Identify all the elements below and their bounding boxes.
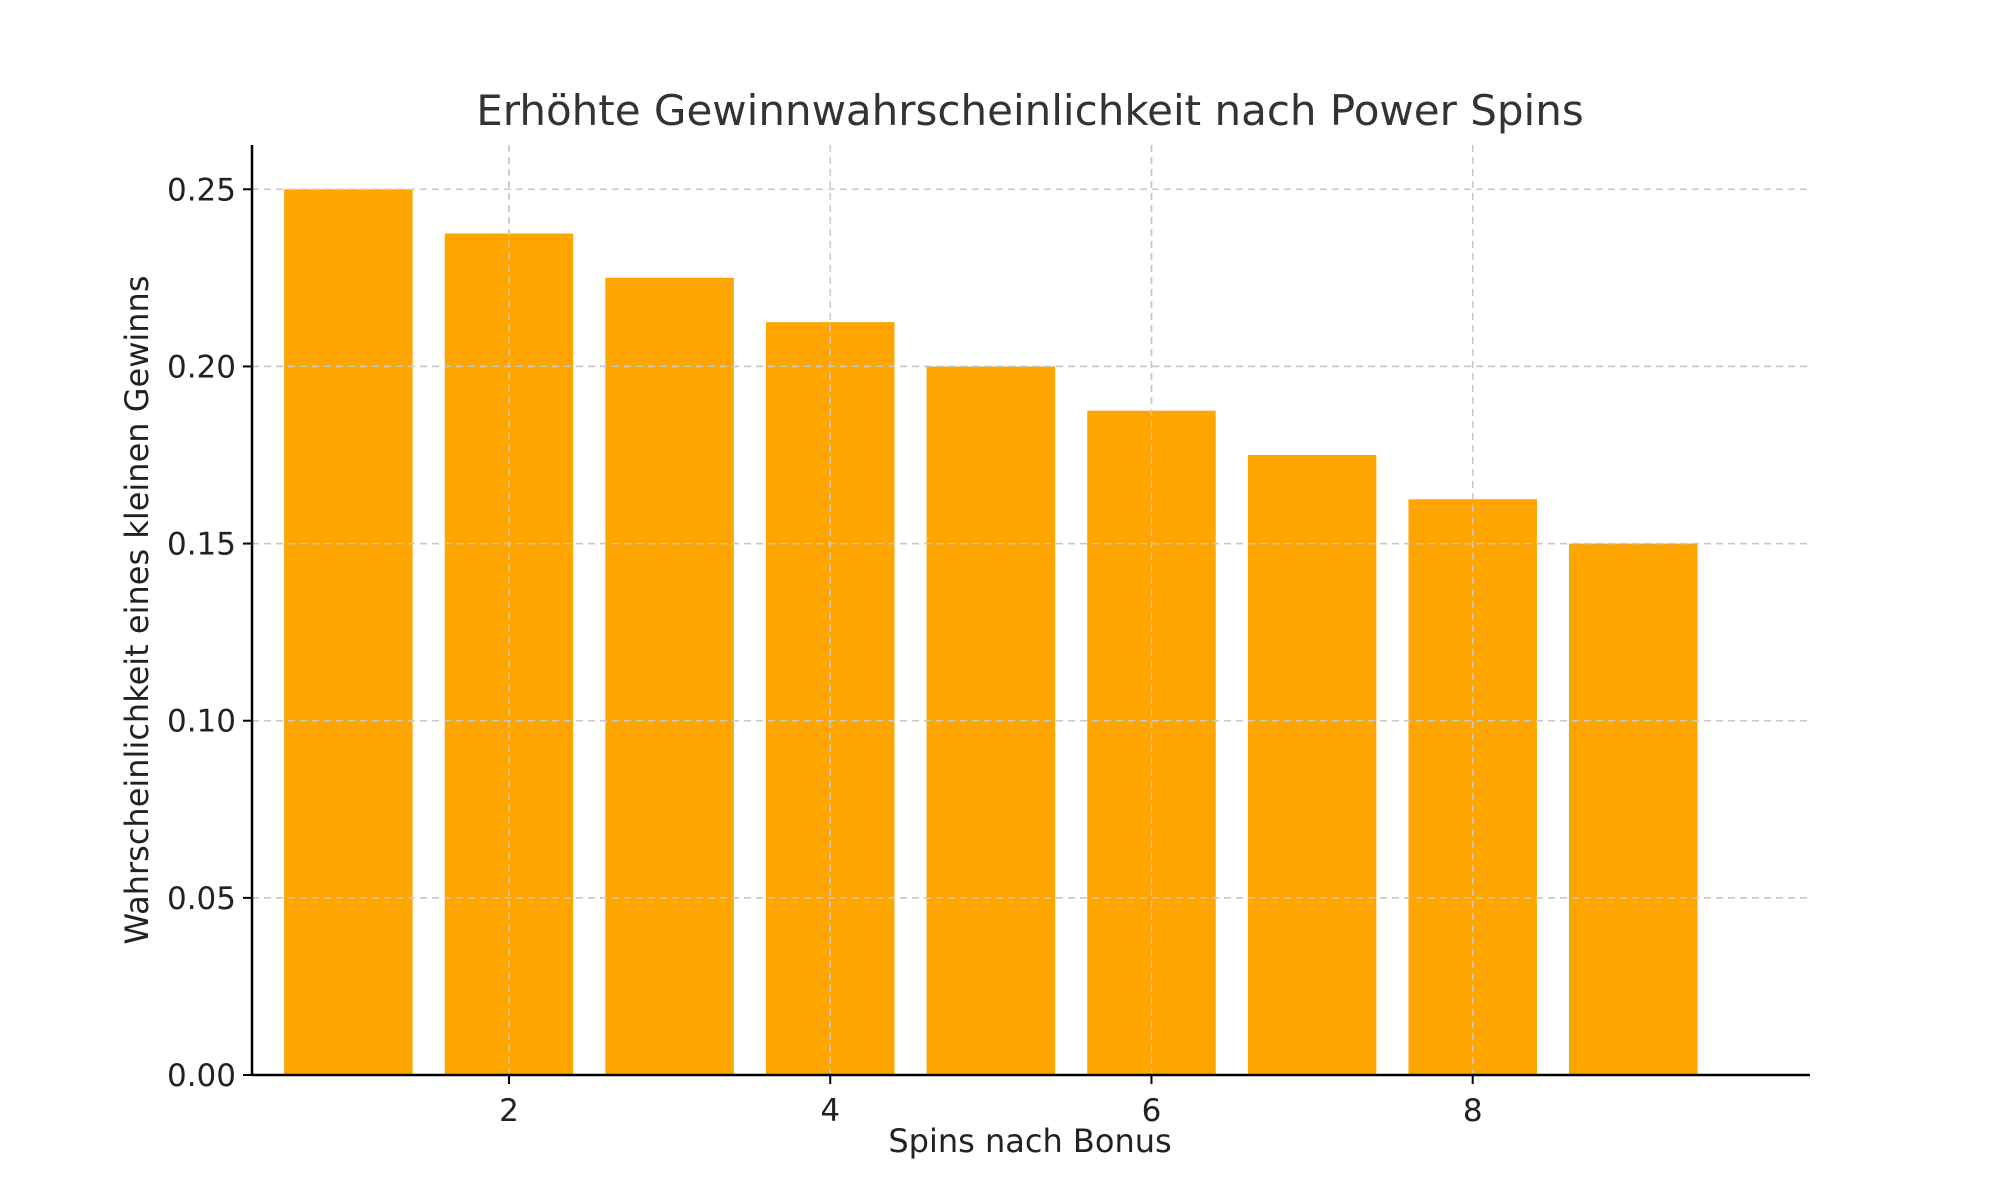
y-tick-label-0: 0.00	[167, 1058, 236, 1094]
y-tick-label-3: 0.15	[167, 527, 236, 563]
y-tick-label-5: 0.25	[167, 172, 236, 208]
bar-1	[284, 189, 413, 1076]
x-tick-label-3: 8	[1463, 1093, 1483, 1129]
y-tick-label-2: 0.10	[167, 704, 236, 740]
y-tick-label-1: 0.05	[167, 881, 236, 917]
x-axis-label: Spins nach Bonus	[888, 1122, 1171, 1160]
bar-3	[605, 277, 734, 1075]
bar-9	[1569, 543, 1698, 1075]
x-tick-label-0: 2	[499, 1093, 519, 1129]
y-axis-label: Wahrscheinlichkeit eines kleinen Gewinns	[118, 276, 156, 945]
axes	[250, 145, 1810, 1077]
bars	[284, 189, 1698, 1076]
y-tick-label-4: 0.20	[167, 349, 236, 385]
grid-lines-overlay	[252, 145, 1810, 1075]
bar-7	[1247, 455, 1377, 1075]
x-tick-label-1: 4	[820, 1093, 840, 1129]
x-tick-label-2: 6	[1142, 1093, 1162, 1129]
tick-labels: 0.00 0.05 0.10 0.15 0.20 0.25 2 4 6 8	[167, 172, 1483, 1129]
chart-title: Erhöhte Gewinnwahrscheinlichkeit nach Po…	[476, 86, 1583, 135]
